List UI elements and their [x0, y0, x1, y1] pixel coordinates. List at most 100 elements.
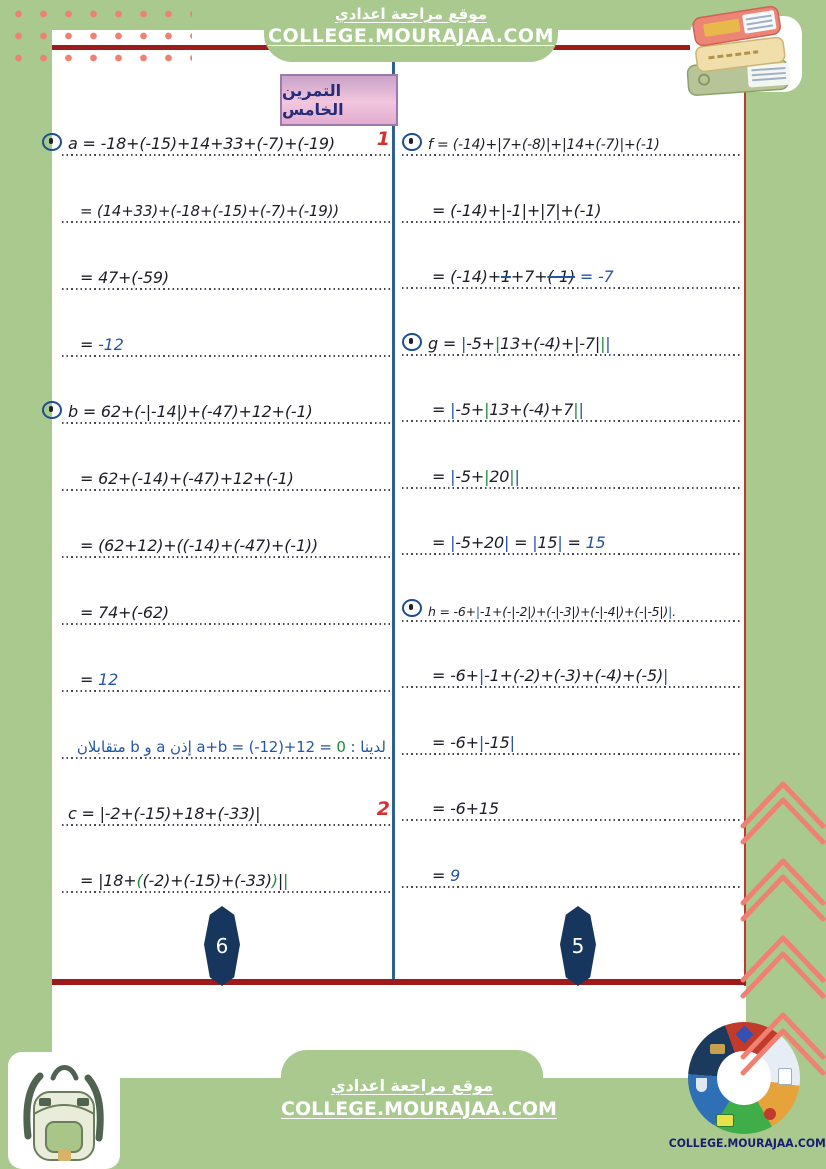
- math-segment: h = -6+: [428, 603, 476, 619]
- math-segment: c = |-2+(-15)+18+(-33)|: [68, 804, 261, 823]
- math-segment: = 74+(-62): [80, 603, 169, 622]
- math-segment: |: [573, 400, 579, 419]
- math-segment: |: [450, 400, 456, 419]
- math-segment: |: [509, 732, 515, 752]
- math-segment: = (14+33)+(-18+(-15)+(-7)+(-19)): [80, 202, 339, 220]
- math-line: = (-14)+1+7+(-1) = -7: [402, 255, 740, 289]
- math-segment: = -6+: [432, 732, 479, 752]
- math-segment: f = (-14)+|7+(-8)|+|14+(-7)|+(-1): [428, 137, 660, 153]
- math-segment: -5+: [455, 400, 485, 419]
- math-segment: 12: [98, 670, 119, 689]
- math-segment: -5+: [455, 466, 485, 486]
- math-segment: 15: [585, 533, 606, 552]
- question-number-label: 1: [376, 128, 390, 150]
- logo-caption: COLLEGE.MOURAJAA.COM: [668, 1136, 826, 1150]
- math-segment: |: [663, 666, 669, 685]
- math-segment: =: [509, 533, 533, 552]
- math-segment: = 62+(-14)+(-47)+12+(-1): [80, 469, 294, 488]
- exercise-title-text: التمرين الخامس: [282, 81, 344, 119]
- math-segment: |: [460, 333, 467, 353]
- math-segment: =: [432, 466, 451, 486]
- math-segment: = (62+12)+((-14)+(-47)+(-1)): [80, 536, 318, 555]
- math-expression: = 9: [432, 866, 460, 885]
- math-segment: -5+: [466, 333, 495, 353]
- site-url-link[interactable]: COLLEGE.MOURAJAA.COM: [268, 25, 554, 47]
- math-segment: =: [432, 533, 451, 552]
- circled-item-marker: [402, 598, 422, 617]
- logo-center: [717, 1051, 771, 1105]
- math-expression: = (62+12)+((-14)+(-47)+(-1)): [80, 536, 318, 555]
- math-segment: 15: [537, 533, 558, 552]
- math-segment: |: [450, 466, 456, 486]
- math-segment: |: [578, 400, 584, 419]
- exercise-title: التمرين الخامس: [280, 74, 398, 126]
- notepad-chip-icon: [778, 1068, 792, 1085]
- right-border-line: [744, 50, 746, 986]
- math-expression: = 74+(-62): [80, 603, 169, 622]
- math-line: b = 62+(-|-14|)+(-47)+12+(-1): [42, 390, 392, 424]
- math-expression: = 12: [80, 670, 118, 689]
- math-expression: c = |-2+(-15)+18+(-33)|: [68, 804, 261, 823]
- math-line: a = -18+(-15)+14+33+(-7)+(-19) 1: [42, 122, 392, 156]
- math-expression: = |18+((-2)+(-15)+(-33))||: [80, 871, 288, 890]
- math-line: = -6+15: [402, 787, 740, 821]
- left-column: a = -18+(-15)+14+33+(-7)+(-19) 1 = (14+33)…: [42, 0, 392, 1000]
- math-segment: =: [574, 267, 598, 286]
- page-number-badge-left: 6: [204, 906, 240, 986]
- math-segment: 1: [500, 267, 511, 286]
- math-segment: b = 62+(-|-14|)+(-47)+12+(-1): [68, 402, 313, 421]
- math-line: = -6+|-1+(-2)+(-3)+(-4)+(-5)|: [402, 654, 740, 688]
- math-expression: = -6+|-15|: [432, 733, 515, 752]
- flask-chip-icon: [696, 1078, 707, 1092]
- math-expression: = -6+|-1+(-2)+(-3)+(-4)+(-5)|: [432, 666, 668, 685]
- math-line: = (14+33)+(-18+(-15)+(-7)+(-19)): [62, 189, 392, 223]
- math-segment: |: [478, 732, 485, 752]
- math-expression: = -6+15: [432, 799, 499, 818]
- math-segment: = (-14)+|-1|+|7|+(-1): [432, 200, 602, 220]
- math-expression: = |-5+20| = |15| = 15: [432, 533, 606, 552]
- math-segment: = -6+: [432, 666, 479, 685]
- math-expression: g = |-5+|13+(-4)+|-7|||: [428, 333, 611, 353]
- math-segment: g =: [428, 333, 461, 353]
- math-expression: f = (-14)+|7+(-8)|+|14+(-7)|+(-1): [428, 137, 660, 153]
- math-line: = 12: [62, 658, 392, 692]
- atom-chip-icon: [764, 1108, 776, 1120]
- math-segment: 13+(-4)+|-7|: [500, 333, 601, 353]
- books-chip-icon: [710, 1044, 725, 1054]
- math-expression: a = -18+(-15)+14+33+(-7)+(-19): [68, 134, 335, 153]
- math-segment: = |18+: [80, 871, 137, 890]
- math-segment: 9: [450, 865, 461, 885]
- backpack-icon: [23, 1065, 104, 1161]
- math-segment: |: [450, 533, 456, 552]
- math-expression: = 62+(-14)+(-47)+12+(-1): [80, 469, 294, 488]
- site-url-link[interactable]: COLLEGE.MOURAJAA.COM: [281, 1098, 557, 1120]
- math-segment: |: [478, 666, 485, 685]
- page-number: 5: [571, 934, 585, 958]
- math-segment: (: [136, 871, 143, 890]
- math-segment: -7: [597, 267, 614, 286]
- dot-grid-decoration: [0, 0, 192, 64]
- circled-item-marker: [402, 332, 422, 351]
- math-line: = |-5+|20||: [402, 455, 740, 489]
- column-divider-line: [392, 62, 395, 980]
- math-segment: |: [668, 603, 673, 619]
- math-segment: |: [509, 466, 515, 486]
- math-segment: |: [504, 533, 510, 552]
- math-segment: |: [484, 400, 490, 419]
- math-line: f = (-14)+|7+(-8)|+|14+(-7)|+(-1): [402, 122, 740, 156]
- math-segment: -5+20: [455, 533, 505, 552]
- math-expression: = |-5+|20||: [432, 467, 520, 486]
- page-number: 6: [215, 934, 229, 958]
- math-segment: |: [283, 871, 289, 890]
- math-line: = |-5+|13+(-4)+7||: [402, 388, 740, 422]
- math-segment: =: [432, 865, 451, 885]
- math-segment: |: [277, 871, 284, 890]
- math-expression: = -12: [80, 335, 124, 354]
- math-segment: = (-14)+: [432, 267, 501, 286]
- question-number-label: 2: [376, 798, 390, 820]
- circled-item-marker: [402, 133, 422, 151]
- math-line: = |-5+20| = |15| = 15: [402, 521, 740, 555]
- bottom-rule-line: [52, 979, 746, 985]
- math-segment: لدينا :: [345, 738, 386, 756]
